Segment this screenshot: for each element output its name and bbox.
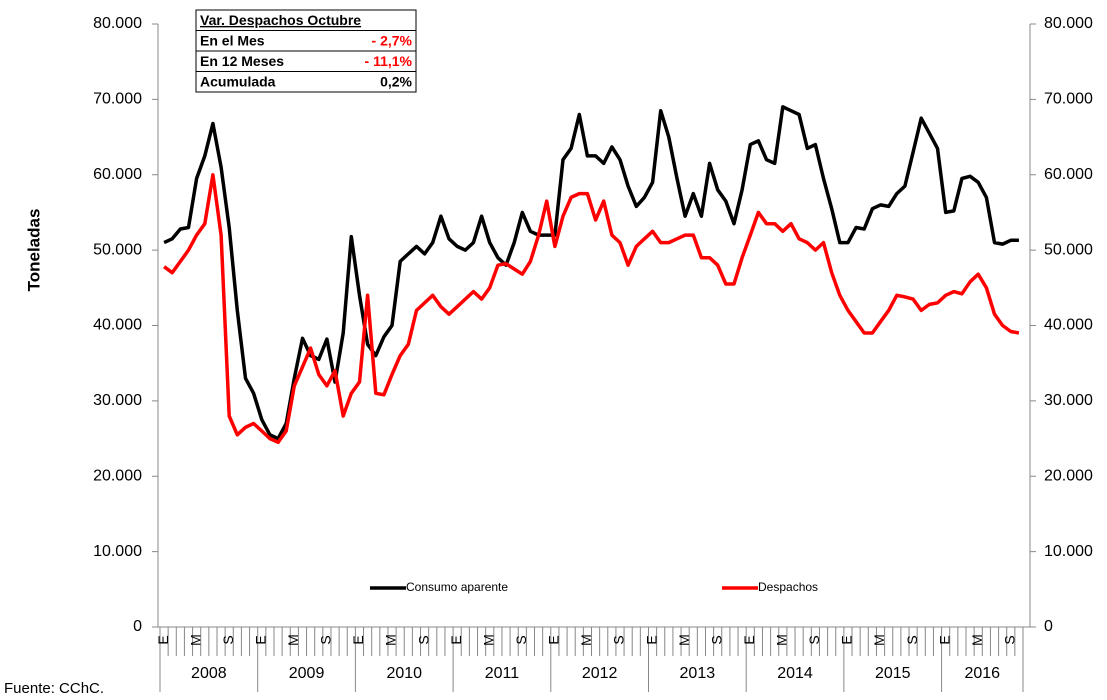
x-tick-label: M <box>676 634 692 646</box>
x-tick-label: M <box>383 634 399 646</box>
y2-tick-label: 0 <box>1044 618 1053 635</box>
x-tick-label: E <box>936 635 952 644</box>
annotation-row-value: - 2,7% <box>372 32 413 48</box>
legend-label: Despachos <box>758 580 818 594</box>
y-tick-label: 60.000 <box>93 166 142 183</box>
y2-tick-label: 70.000 <box>1044 91 1093 108</box>
x-tick-label: E <box>741 635 757 644</box>
x-tick-label: E <box>252 635 268 644</box>
x-tick-label: M <box>871 634 887 646</box>
x-tick-label: E <box>155 635 171 644</box>
series-line <box>163 173 1020 445</box>
x-tick-label: E <box>546 635 562 644</box>
x-tick-label: M <box>187 634 203 646</box>
series-line <box>163 105 1019 441</box>
y-tick-label: 20.000 <box>93 467 142 484</box>
x-tick-label: M <box>969 634 985 646</box>
year-label: 2011 <box>485 665 520 682</box>
y-tick-label: 50.000 <box>93 241 142 258</box>
y2-tick-label: 20.000 <box>1044 467 1093 484</box>
x-tick-label: E <box>448 635 464 644</box>
y-tick-label: 0 <box>133 618 142 635</box>
x-tick-label: S <box>806 635 822 644</box>
y2-tick-label: 40.000 <box>1044 317 1093 334</box>
y2-tick-label: 60.000 <box>1044 166 1093 183</box>
year-label: 2015 <box>875 665 911 682</box>
x-tick-label: S <box>220 635 236 644</box>
year-label: 2013 <box>680 665 716 682</box>
y-axis-label: Toneladas <box>24 209 43 292</box>
y2-tick-label: 80.000 <box>1044 15 1093 32</box>
y-tick-label: 40.000 <box>93 317 142 334</box>
x-tick-label: S <box>318 635 334 644</box>
year-label: 2009 <box>289 665 325 682</box>
x-tick-label: S <box>611 635 627 644</box>
y-tick-label: 80.000 <box>93 15 142 32</box>
year-label: 2014 <box>777 665 813 682</box>
x-tick-label: M <box>578 634 594 646</box>
y-tick-label: 10.000 <box>93 543 142 560</box>
x-tick-label: M <box>774 634 790 646</box>
y2-tick-label: 10.000 <box>1044 543 1093 560</box>
x-tick-label: M <box>285 634 301 646</box>
y2-tick-label: 30.000 <box>1044 392 1093 409</box>
year-label: 2016 <box>964 665 1000 682</box>
annotation-row-value: 0,2% <box>380 73 412 89</box>
x-tick-label: S <box>1001 635 1017 644</box>
annotation-row-label: Acumulada <box>200 73 276 89</box>
x-tick-label: E <box>350 635 366 644</box>
year-label: 2010 <box>386 665 422 682</box>
annotation-row-value: - 11,1% <box>365 53 413 69</box>
y-tick-label: 70.000 <box>93 91 142 108</box>
source: Fuente: CChC. <box>4 680 104 697</box>
x-tick-label: E <box>839 635 855 644</box>
x-tick-label: E <box>643 635 659 644</box>
annotation-row-label: En el Mes <box>200 32 265 48</box>
x-tick-label: S <box>904 635 920 644</box>
x-tick-label: S <box>513 635 529 644</box>
x-tick-label: M <box>480 634 496 646</box>
annotation-row-label: En 12 Meses <box>200 53 284 69</box>
year-label: 2008 <box>191 665 227 682</box>
year-label: 2012 <box>582 665 618 682</box>
x-tick-label: S <box>415 635 431 644</box>
legend-label: Consumo aparente <box>406 580 508 594</box>
y2-tick-label: 50.000 <box>1044 241 1093 258</box>
annotation-title: Var. Despachos Octubre <box>200 12 361 28</box>
x-tick-label: S <box>708 635 724 644</box>
y-tick-label: 30.000 <box>93 392 142 409</box>
